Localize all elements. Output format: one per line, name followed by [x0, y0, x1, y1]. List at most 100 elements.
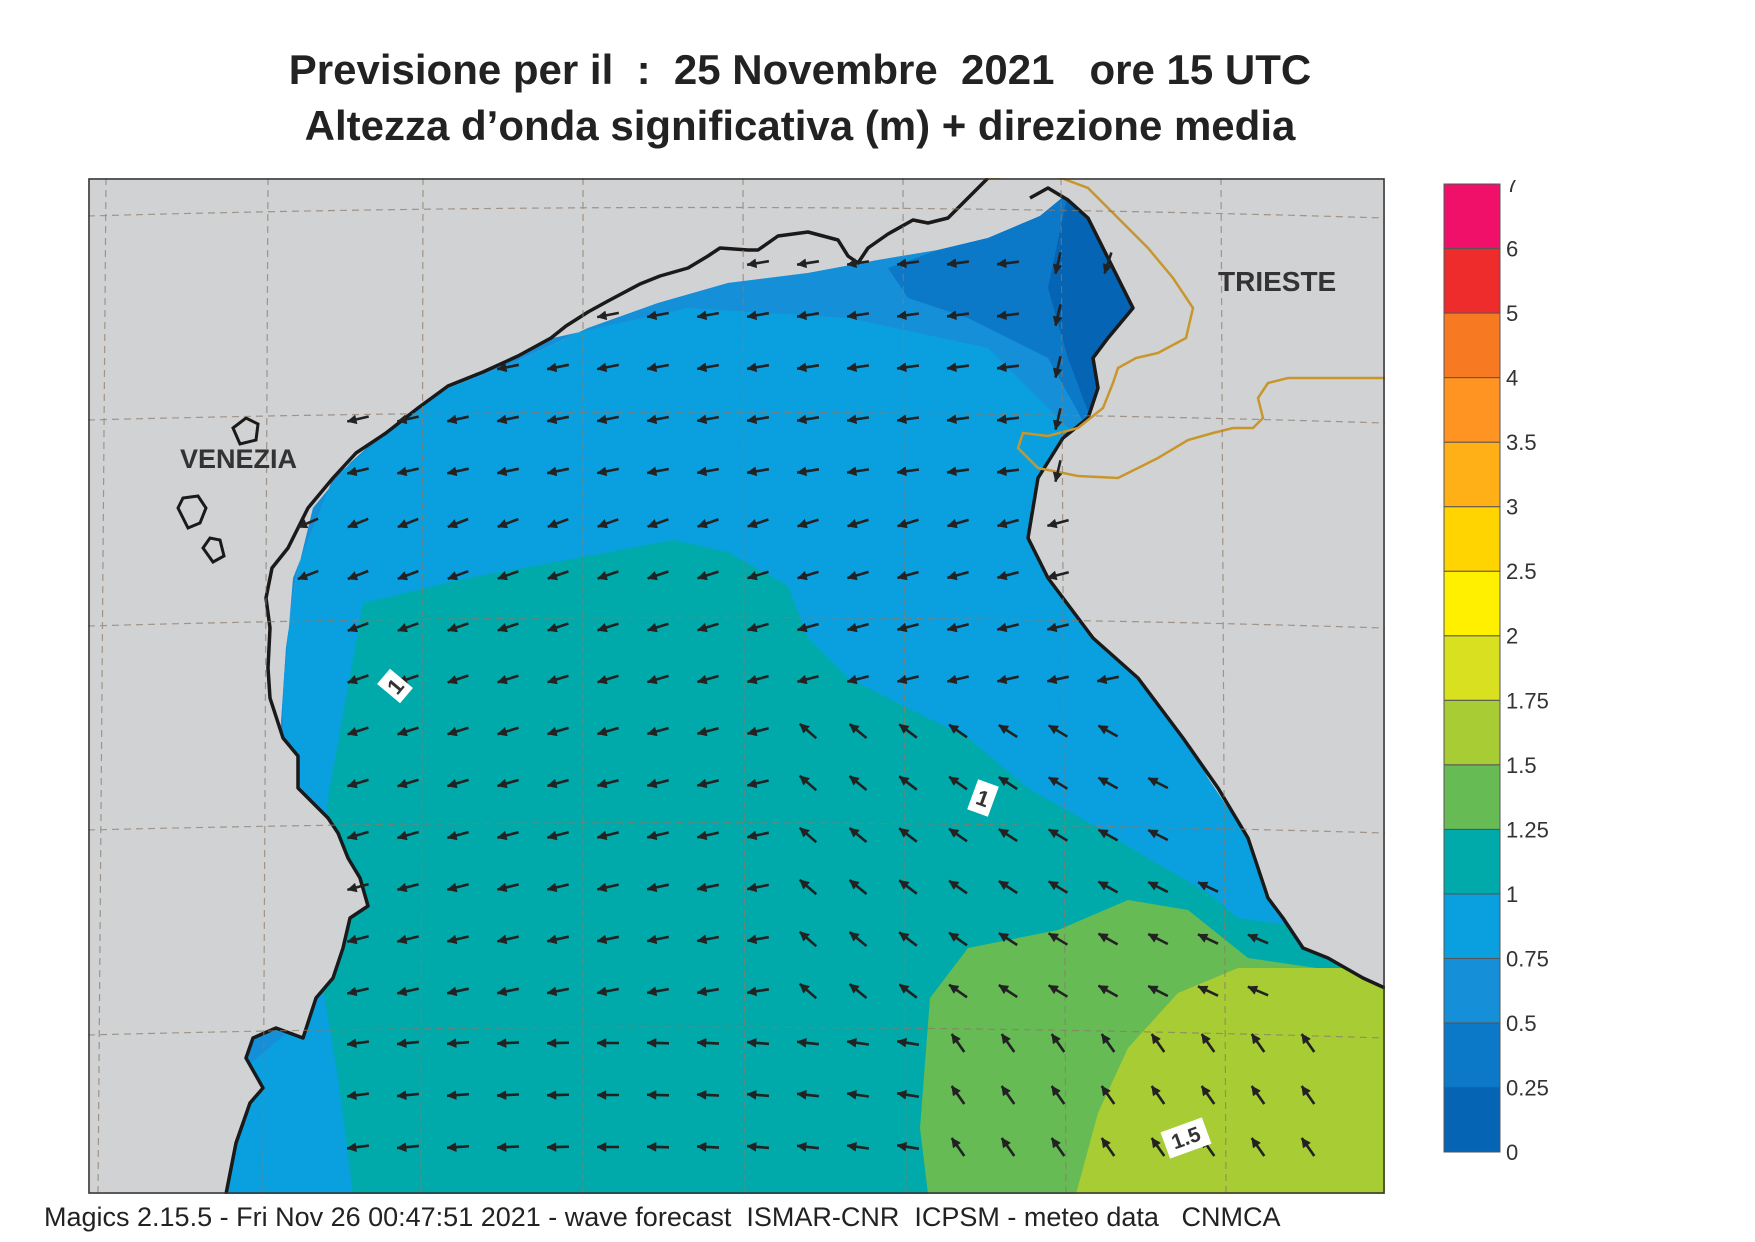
wave-arrow-head: [1197, 881, 1209, 891]
wave-arrow-head: [796, 466, 808, 477]
wave-arrow-head: [646, 414, 658, 425]
wave-arrow-head: [746, 622, 758, 633]
wave-arrow-head: [898, 723, 910, 734]
wave-arrow-head: [796, 414, 808, 425]
wave-arrow-head: [998, 776, 1010, 787]
wave-arrow-head: [1048, 829, 1060, 839]
wave-arrow-head: [496, 830, 508, 841]
wave-arrow-head: [1147, 829, 1159, 839]
colorbar-tick-label: 0.75: [1506, 946, 1549, 971]
wave-arrow-head: [1247, 933, 1259, 943]
wave-arrow-head: [898, 983, 910, 994]
wave-arrow-head: [646, 830, 658, 841]
wave-arrow-head: [1151, 1137, 1161, 1149]
wave-arrow-head: [696, 934, 708, 945]
wave-arrow-head: [747, 518, 758, 529]
wave-arrow-head: [898, 827, 910, 838]
wave-arrow-head: [996, 414, 1007, 425]
wave-arrow-head: [1051, 1085, 1061, 1097]
land-east: [983, 178, 1385, 988]
wave-arrow-head: [746, 830, 758, 841]
wave-arrow-head: [796, 258, 808, 269]
wave-arrow-head: [596, 726, 608, 737]
wave-arrow-head: [346, 830, 358, 841]
wave-arrow-head: [846, 1141, 857, 1152]
wave-arrow-head: [546, 778, 558, 789]
colorbar-tick-label: 1: [1506, 882, 1518, 907]
map-frame: [88, 178, 1385, 1194]
wave-arrow-head: [998, 828, 1010, 839]
wave-arrow-head: [546, 1142, 557, 1152]
wave-arrow-head: [546, 466, 558, 477]
wave-arrow-head: [646, 1142, 657, 1152]
wave-arrow-head: [746, 674, 758, 685]
wave-arrow-head: [796, 1089, 807, 1100]
coastline-east: [1026, 186, 1385, 990]
wave-arrow-head: [1097, 933, 1109, 943]
colorbar-tick-label: 3: [1506, 495, 1518, 520]
wave-arrow-head: [347, 519, 359, 529]
wave-arrow-head: [799, 775, 810, 786]
wave-arrow-head: [746, 362, 758, 373]
wave-arrow-head: [646, 362, 658, 373]
wave-arrow-head: [946, 466, 957, 477]
title-line-1: Previsione per il : 25 Novembre 2021 ore…: [288, 46, 1312, 93]
wave-arrow-head: [597, 570, 608, 581]
colorbar-tick-label: 3.5: [1506, 430, 1537, 455]
wave-arrow-head: [397, 519, 409, 529]
wave-arrow-head: [496, 1090, 507, 1100]
wave-arrow-head: [447, 622, 458, 633]
wave-arrow-head: [996, 466, 1007, 477]
wave-arrow-head: [396, 778, 408, 789]
wave-arrow-head: [496, 466, 508, 477]
wave-arrow-head: [297, 519, 309, 529]
wave-arrow-head: [799, 983, 810, 994]
wave-arrow-head: [546, 1038, 557, 1048]
wave-arrow-head: [1052, 471, 1063, 483]
wave-arrow-head: [1147, 985, 1159, 995]
wave-arrow-head: [596, 1038, 607, 1048]
wave-arrow-head: [746, 414, 758, 425]
wave-arrow-head: [846, 622, 858, 633]
contour-label-1b: 1: [967, 779, 999, 817]
wave-arrow-head: [1048, 777, 1060, 787]
wave-arrow-head: [1251, 1033, 1261, 1045]
wave-arrow-head: [846, 414, 858, 425]
colorbar: 0 0.25 0.5 0.75 1 1.25 1.5 1.75 2 2.5 3 3.5 4 5 6 7: [1443, 180, 1549, 1160]
wave-arrow-head: [846, 674, 858, 685]
wave-arrow-head: [746, 310, 758, 321]
wave-arrow-head: [746, 726, 758, 737]
wave-arrow-head: [646, 466, 658, 477]
wave-arrow-head: [996, 310, 1007, 321]
wave-arrow-head: [1151, 1033, 1161, 1045]
wave-arrow-head: [1097, 881, 1109, 891]
wave-arrow-head: [1301, 1085, 1311, 1097]
wave-arrow-head: [1301, 1137, 1311, 1149]
colorbar-tick-label: 0.5: [1506, 1011, 1537, 1036]
wave-arrow-head: [896, 570, 908, 581]
national-border: [988, 178, 1385, 480]
wave-arrow-head: [446, 726, 458, 737]
coastline: [224, 178, 990, 1194]
wave-arrow-head: [347, 571, 359, 581]
wave-arrow-head: [948, 984, 960, 994]
city-label-venezia: VENEZIA: [180, 444, 297, 474]
wave-arrow-head: [896, 258, 907, 269]
colorbar-cell: [1443, 506, 1501, 572]
wave-arrow-head: [346, 1142, 357, 1153]
wave-arrow-head: [696, 778, 708, 789]
wave-arrow-head: [596, 674, 608, 685]
wave-arrow-head: [646, 622, 658, 633]
wave-arrow-head: [948, 776, 960, 786]
wave-arrow-head: [948, 932, 960, 942]
wave-arrow-head: [1046, 570, 1058, 581]
colorbar-tick-label: 6: [1506, 237, 1518, 262]
wave-arrow-head: [746, 934, 758, 945]
wave-arrow-head: [849, 879, 860, 890]
wave-arrow-head: [596, 830, 608, 841]
wave-arrow-head: [998, 880, 1010, 891]
wave-arrow-head: [696, 1038, 707, 1048]
wave-arrow-head: [796, 362, 808, 373]
wave-arrow-head: [646, 1090, 657, 1100]
wave-arrow-head: [696, 310, 708, 321]
